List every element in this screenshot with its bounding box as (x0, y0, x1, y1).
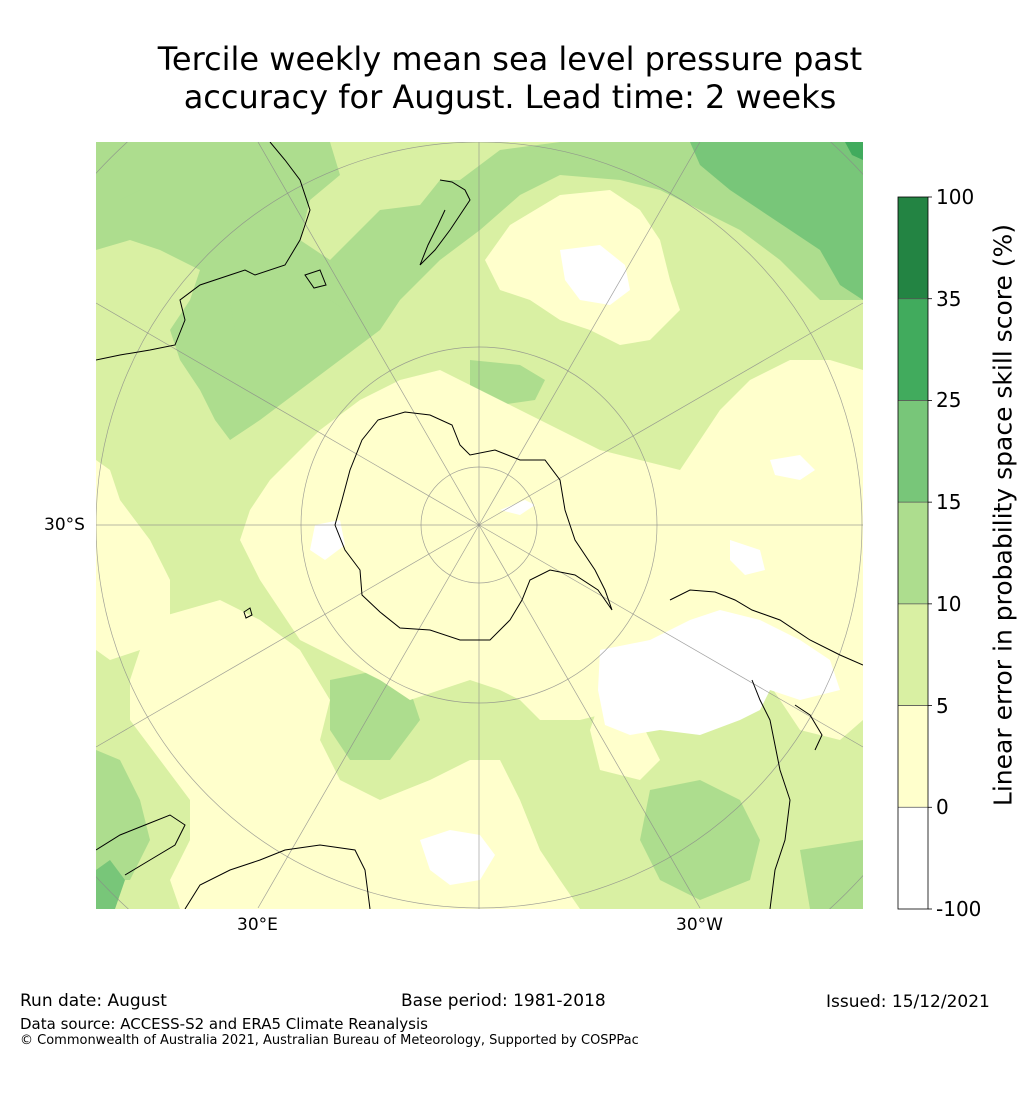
colorbar-tick-label: 15 (936, 490, 962, 515)
lon-label-30w: 30°W (676, 915, 723, 935)
data-source: Data source: ACCESS-S2 and ERA5 Climate … (20, 1015, 428, 1033)
colorbar-tick-label: 10 (936, 591, 962, 616)
colorbar-bin (898, 502, 928, 604)
issued-date: Issued: 15/12/2021 (826, 992, 990, 1012)
graticule (96, 142, 863, 909)
coastlines (96, 142, 863, 909)
colorbar-bin (898, 298, 928, 401)
colorbar-bin (898, 603, 928, 706)
base-period: Base period: 1981-2018 (401, 991, 606, 1011)
lon-label-30e: 30°E (237, 915, 278, 935)
copyright: © Commonwealth of Australia 2021, Austra… (20, 1033, 639, 1048)
antarctica-coastline (334, 411, 613, 641)
colorbar (897, 196, 932, 910)
chart-title: Tercile weekly mean sea level pressure p… (0, 40, 1020, 116)
skill-25-35-regions (845, 142, 863, 160)
map-content (96, 142, 863, 909)
colorbar-bin (898, 400, 928, 503)
colorbar-tick-label: 35 (936, 286, 962, 311)
title-line-1: Tercile weekly mean sea level pressure p… (157, 40, 863, 78)
skill-15-25-regions (96, 142, 863, 909)
tasmania-coastline (304, 269, 327, 289)
colorbar-tick-label: 100 (936, 185, 975, 209)
skill-10-15-regions (96, 142, 863, 909)
colorbar-bin (898, 197, 928, 299)
colorbar-tick-label: 0 (936, 795, 949, 820)
title-line-2: accuracy for August. Lead time: 2 weeks (183, 78, 837, 116)
run-date: Run date: August (20, 991, 167, 1011)
new-zealand-coastline (419, 179, 471, 266)
colorbar-bin (898, 705, 928, 808)
colorbar-tick-label: 5 (936, 693, 949, 718)
colorbar-tick-label: -100 (936, 897, 982, 921)
colorbar-tick-label: 25 (936, 388, 962, 413)
lat-label-30s: 30°S (44, 515, 85, 535)
madagascar-coastline (243, 607, 253, 619)
skill-negative-regions (310, 245, 840, 885)
colorbar-frame (897, 196, 929, 910)
colorbar-bin (898, 807, 928, 909)
africa-coastline (96, 814, 371, 909)
south-america-coastline (669, 589, 863, 909)
colorbar-label: Linear error in probability space skill … (988, 223, 1018, 807)
australia-coastline (96, 142, 311, 361)
